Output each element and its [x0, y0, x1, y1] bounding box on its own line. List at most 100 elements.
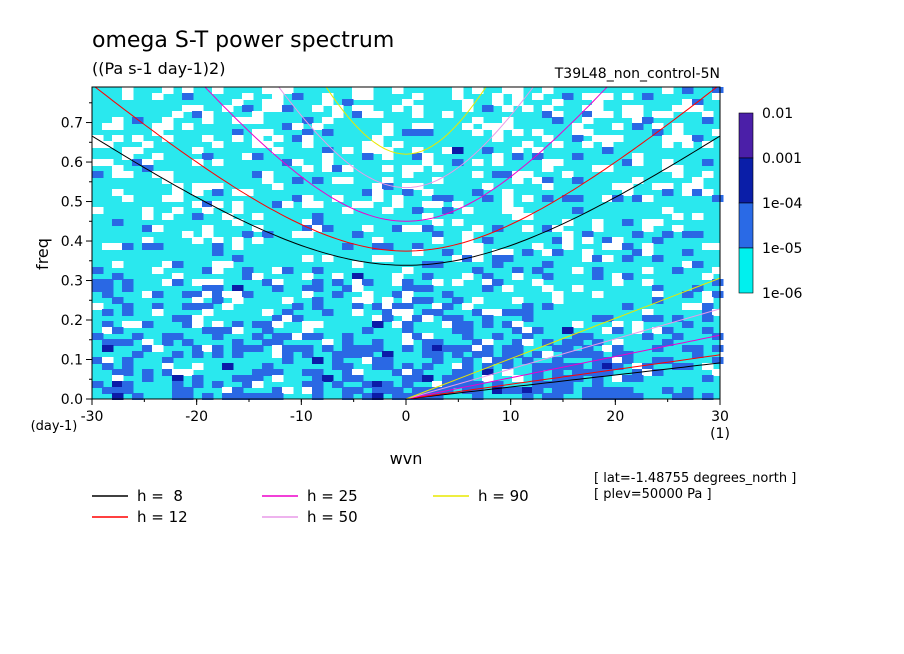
field-cell: [592, 393, 604, 400]
field-cell: [612, 363, 624, 370]
field-cell: [522, 339, 534, 346]
field-cell: [462, 123, 474, 130]
rossby-wave-h50: [405, 398, 406, 399]
field-cell: [662, 231, 674, 238]
gravity-wave-h25: [204, 87, 608, 222]
field-cell: [702, 303, 714, 310]
field-cell: [302, 255, 314, 262]
field-cell: [662, 357, 674, 364]
field-cell: [662, 87, 674, 94]
field-cell: [552, 357, 564, 364]
field-cell: [402, 339, 414, 346]
field-cell: [702, 297, 714, 304]
field-cell: [142, 237, 154, 244]
field-cell: [262, 279, 274, 286]
field-cell: [192, 237, 204, 244]
field-cell: [422, 351, 434, 358]
field-cell: [122, 153, 134, 160]
field-cell: [542, 135, 554, 142]
field-cell: [342, 363, 354, 370]
field-cell: [102, 285, 114, 292]
field-cell: [212, 141, 224, 148]
field-cell: [182, 87, 194, 94]
field-cell: [182, 231, 194, 238]
field-cell: [262, 363, 274, 370]
x-tick-label: -30: [81, 409, 104, 425]
field-cell: [542, 285, 554, 292]
field-cell: [212, 321, 224, 328]
field-cell: [292, 135, 304, 142]
field-cell: [282, 309, 294, 316]
field-cell: [592, 315, 604, 322]
field-cell: [672, 165, 684, 172]
field-cell: [442, 315, 454, 322]
field-cell: [612, 345, 624, 352]
field-cell: [432, 219, 444, 226]
field-cell: [652, 291, 664, 298]
field-cell: [462, 357, 474, 364]
field-cell: [612, 375, 624, 382]
colorbar-label: 0.001: [762, 151, 802, 167]
field-cell: [392, 141, 404, 148]
field-cell: [512, 177, 524, 184]
field-cell: [112, 135, 124, 142]
field-cell: [412, 123, 424, 130]
field-cell: [482, 273, 494, 280]
field-cell: [412, 225, 424, 232]
gravity-wave-h50: [278, 87, 534, 189]
field-cell: [402, 309, 414, 316]
field-cell: [232, 201, 244, 208]
field-cell: [712, 93, 724, 100]
field-cell: [542, 195, 554, 202]
field-cell: [712, 243, 724, 250]
field-cell: [602, 111, 614, 118]
field-cell: [502, 201, 514, 208]
field-cell: [392, 279, 404, 286]
field-cell: [232, 321, 244, 328]
legend-label-h25: h = 25: [307, 487, 358, 505]
field-cell: [182, 291, 194, 298]
field-cell: [472, 267, 484, 274]
field-cell: [452, 369, 464, 376]
field-cell: [382, 165, 394, 172]
field-cell: [602, 387, 614, 394]
field-cell: [382, 123, 394, 130]
field-cell: [652, 111, 664, 118]
field-cell: [182, 303, 194, 310]
field-cell: [502, 255, 514, 262]
field-cell: [452, 315, 464, 322]
field-cell: [492, 225, 504, 232]
field-cell: [162, 123, 174, 130]
field-cell: [342, 333, 354, 340]
field-cell: [412, 285, 424, 292]
field-cell: [542, 273, 554, 280]
field-cell: [622, 105, 634, 112]
field-cell: [662, 183, 674, 190]
field-cell: [422, 315, 434, 322]
field-cell: [332, 357, 344, 364]
field-cell: [242, 105, 254, 112]
field-cell: [112, 375, 124, 382]
field-cell: [92, 267, 104, 274]
field-cell: [172, 207, 184, 214]
field-cell: [112, 165, 124, 172]
field-cell: [692, 261, 704, 268]
field-cell: [372, 315, 384, 322]
field-cell: [502, 309, 514, 316]
field-cell: [362, 105, 374, 112]
field-cell: [482, 195, 494, 202]
field-cell: [122, 309, 134, 316]
field-cell: [312, 177, 324, 184]
field-cell: [622, 93, 634, 100]
field-cell: [312, 123, 324, 130]
field-cell: [572, 363, 584, 370]
x-tick-label: -20: [185, 409, 208, 425]
field-cell: [612, 339, 624, 346]
field-cell: [112, 393, 124, 400]
field-cell: [302, 285, 314, 292]
field-cell: [282, 387, 294, 394]
field-cell: [152, 291, 164, 298]
field-cell: [572, 375, 584, 382]
field-cell: [502, 189, 514, 196]
field-cell: [352, 231, 364, 238]
